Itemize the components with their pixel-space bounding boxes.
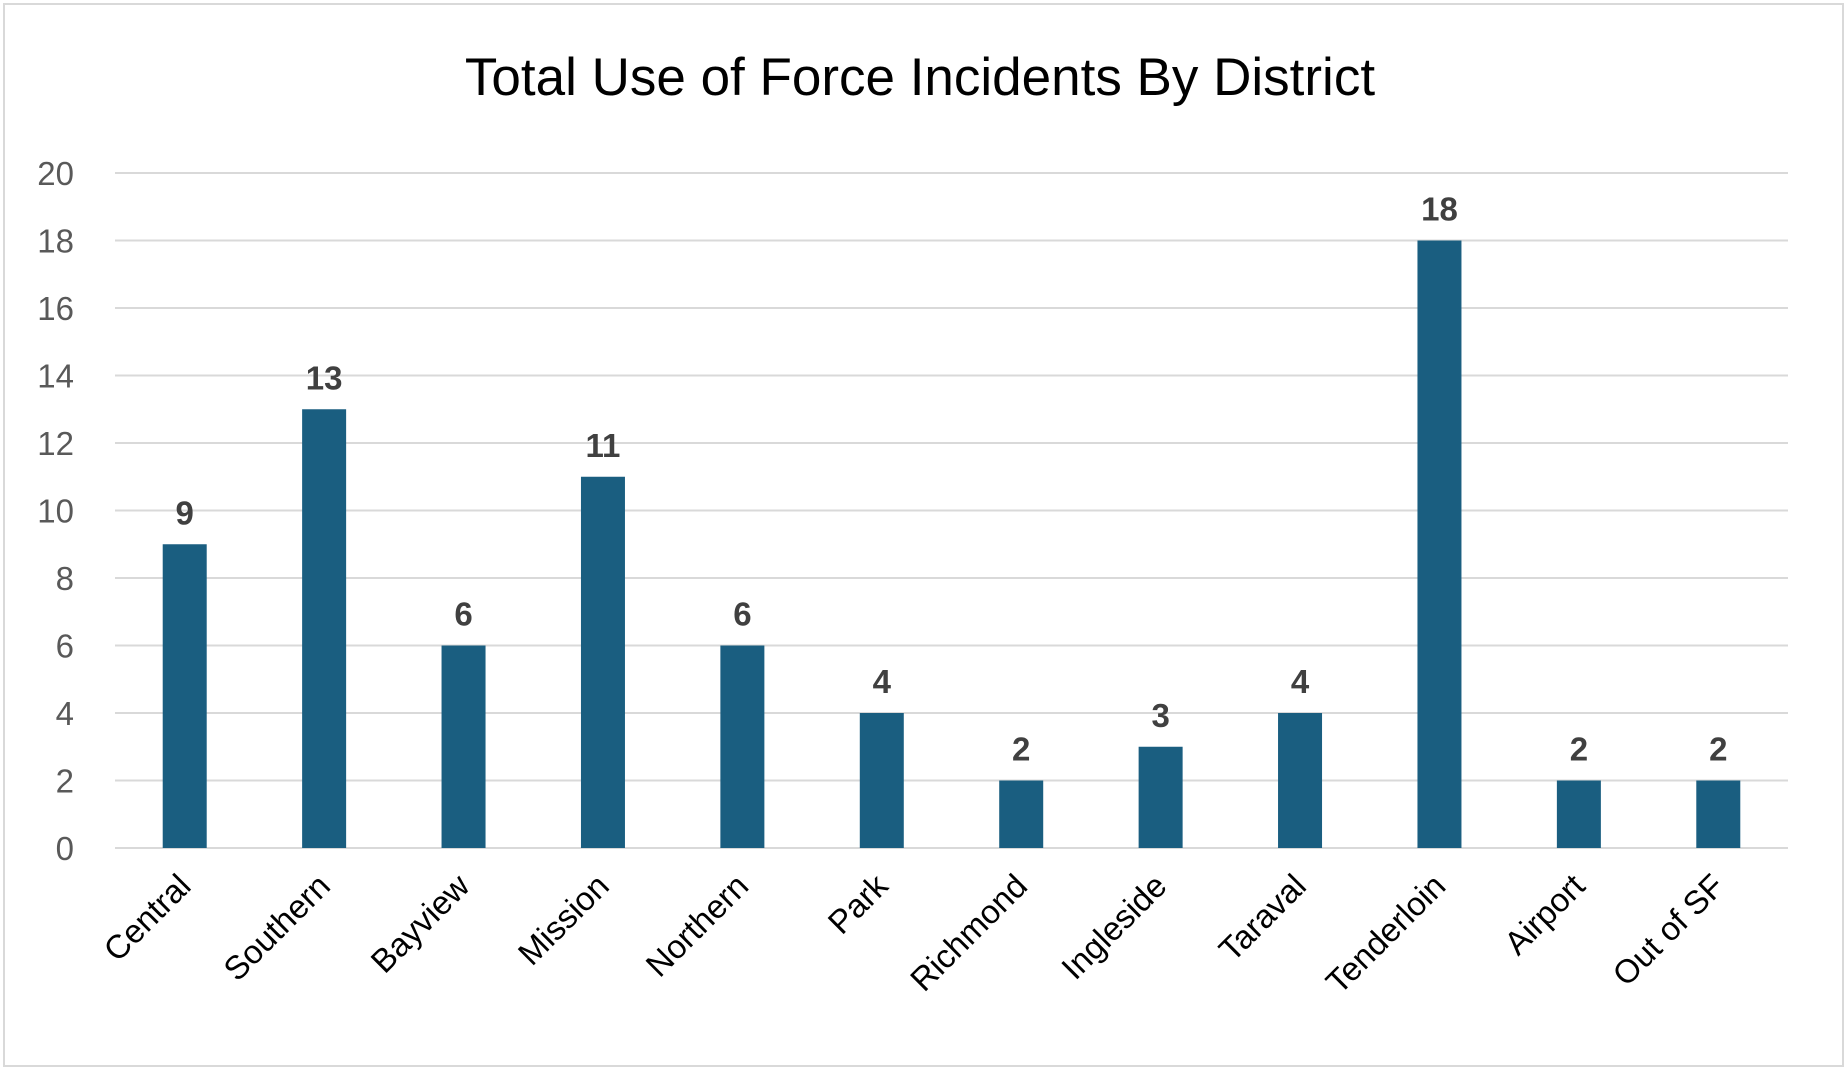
data-label: 13 bbox=[306, 359, 343, 396]
data-label: 2 bbox=[1012, 731, 1030, 768]
y-tick-label: 10 bbox=[37, 493, 74, 530]
y-tick-label: 16 bbox=[37, 290, 74, 327]
data-label: 6 bbox=[733, 596, 751, 633]
bar bbox=[1556, 780, 1601, 848]
bar bbox=[162, 544, 207, 848]
data-label: 3 bbox=[1151, 697, 1169, 734]
bar bbox=[441, 645, 486, 848]
data-label: 6 bbox=[454, 596, 472, 633]
y-tick-label: 6 bbox=[56, 628, 74, 665]
data-label: 2 bbox=[1570, 731, 1588, 768]
data-label: 4 bbox=[873, 663, 892, 700]
y-tick-label: 12 bbox=[37, 425, 74, 462]
y-tick-label: 8 bbox=[56, 560, 74, 597]
y-axis: 0 2 4 6 8 10 12 14 16 18 20 bbox=[37, 155, 74, 867]
data-label: 2 bbox=[1709, 731, 1727, 768]
chart-title: Total Use of Force Incidents By District bbox=[465, 48, 1375, 107]
y-tick-label: 14 bbox=[37, 358, 74, 395]
data-label: 11 bbox=[586, 427, 621, 464]
y-tick-label: 2 bbox=[56, 763, 74, 800]
y-tick-label: 18 bbox=[37, 223, 74, 260]
gridlines bbox=[115, 172, 1788, 849]
bar bbox=[302, 409, 347, 848]
data-label: 18 bbox=[1421, 191, 1458, 228]
bar bbox=[1138, 746, 1183, 848]
bar bbox=[580, 476, 625, 848]
bar bbox=[999, 780, 1044, 848]
data-label: 4 bbox=[1291, 663, 1310, 700]
y-tick-label: 0 bbox=[56, 830, 74, 867]
y-tick-label: 20 bbox=[37, 155, 74, 192]
bar bbox=[859, 713, 904, 848]
bar bbox=[1696, 780, 1741, 848]
y-tick-label: 4 bbox=[56, 695, 74, 732]
bar bbox=[1417, 240, 1462, 848]
data-label: 9 bbox=[176, 494, 194, 531]
bar bbox=[1278, 713, 1323, 848]
bar bbox=[720, 645, 765, 848]
